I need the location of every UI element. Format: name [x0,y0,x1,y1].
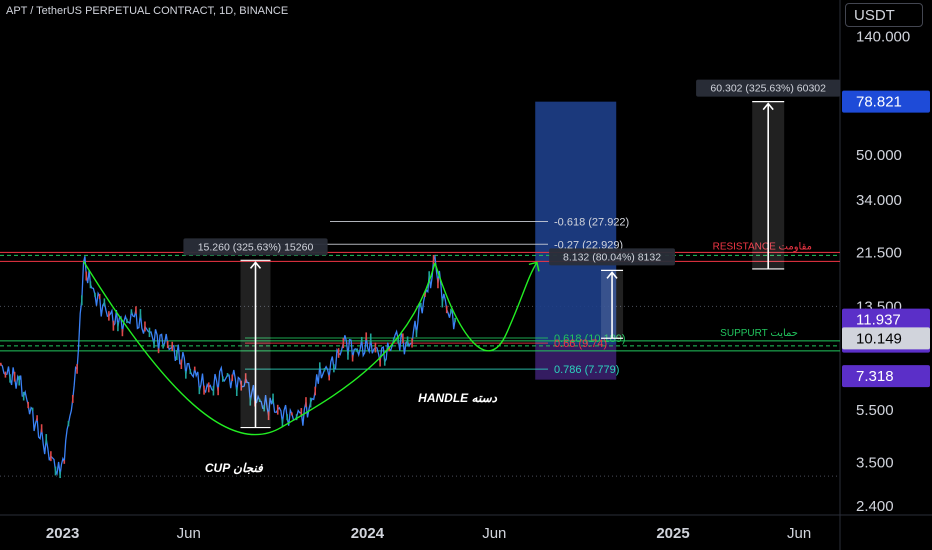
measure-label-cup-depth: 15.260 (325.63%) 15260 [198,241,314,253]
y-tick-label-5: 5.500 [856,402,894,419]
stop-price-badge [842,365,930,388]
chart-header-title: APT / TetherUS PERPETUAL CONTRACT, 1D, B… [6,5,289,17]
measure-label-bg-cup-depth [183,238,328,256]
measure-arrow-head-breakout-target [762,102,774,111]
position-target-zone [535,101,617,345]
support-label: SUPPURT حمایت [720,328,798,339]
fib-label-2: 0.618 (10.189) [554,333,626,345]
handle-arrow-head [528,261,540,272]
measure-label-breakout-target: 60.302 (325.63%) 60302 [710,83,826,95]
y-tick-label-1: 50.000 [856,147,902,164]
y-tick-label-2: 34.000 [856,192,902,209]
price-series-line [0,254,456,476]
handle-label: HANDLE دسته [418,391,497,405]
measure-label-bg-handle-target [549,248,675,266]
support-price-label: 10.149 [856,330,902,347]
cup-label: CUP فنجان [205,461,264,475]
support-price-badge [842,327,930,350]
target-price-badge [842,90,930,113]
cup-curve [82,260,436,436]
handle-curve [434,262,538,352]
last-price-label: 11.937 [856,312,901,329]
x-tick-label-1: Jun [177,525,201,542]
measure-arrow-head-cup-depth [249,261,262,269]
resistance-label: RESISTANCE مقاومت [713,241,812,252]
y-tick-label-0: 140.000 [856,28,910,45]
target-price-label: 78.821 [856,94,902,111]
fib-label-4: 0.786 (7.779) [554,364,619,376]
currency-button[interactable]: USDT [845,3,923,27]
x-tick-label-2: 2024 [351,525,385,542]
y-tick-label-7: 2.400 [856,498,894,515]
measure-arrow-head-handle-target [606,271,618,279]
y-tick-label-6: 3.500 [856,454,894,471]
x-tick-label-3: Jun [482,525,506,542]
x-tick-label-0: 2023 [46,525,79,542]
x-tick-label-4: 2025 [656,525,689,542]
fib-label-0: -0.618 (27.922) [554,216,629,228]
stop-price-label: 7.318 [856,368,894,385]
fib-label-3: 0.66 (9.74) [554,338,607,350]
y-tick-label-3: 21.500 [856,245,902,262]
measure-label-bg-breakout-target [696,79,841,97]
fib-label-1: -0.27 (22.929) [554,239,623,251]
x-tick-label-5: Jun [787,525,811,542]
measure-label-handle-target: 8.132 (80.04%) 8132 [563,251,661,263]
